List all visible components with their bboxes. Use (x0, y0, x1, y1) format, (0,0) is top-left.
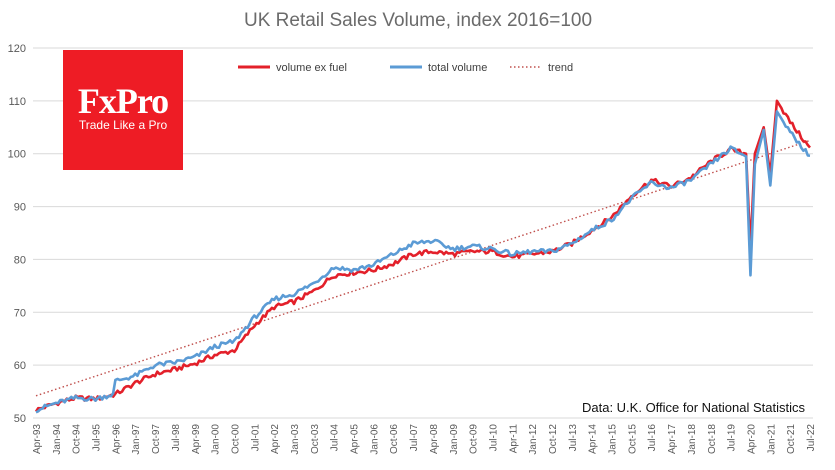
x-tick-label: Jan-97 (131, 424, 142, 455)
series-line-1 (35, 110, 811, 414)
x-tick-label: Oct-18 (707, 424, 718, 454)
x-axis-ticks: Apr-93 Jan-94 Oct-94 Jul-95 Apr-96 Jan-97 Oct-… (32, 424, 817, 455)
x-tick-label: Jan-94 (52, 424, 63, 455)
legend: volume ex fuel total volume trend (238, 62, 573, 74)
legend-label: total volume (428, 62, 487, 74)
x-tick-label: Jul-19 (727, 424, 738, 452)
source-note: Data: U.K. Office for National Statistic… (582, 400, 806, 415)
x-tick-label: Jan-12 (528, 424, 539, 455)
x-tick-label: Oct-03 (310, 424, 321, 454)
legend-label: volume ex fuel (276, 62, 347, 74)
x-tick-label: Jul-04 (330, 424, 341, 452)
x-tick-label: Apr-08 (429, 424, 440, 454)
x-tick-label: Apr-93 (32, 424, 43, 454)
legend-label: trend (548, 62, 573, 74)
x-tick-label: Jan-18 (687, 424, 698, 455)
x-tick-label: Jul-16 (647, 424, 658, 452)
y-tick-label: 120 (8, 43, 26, 55)
series-lines (34, 99, 811, 414)
y-tick-label: 50 (14, 413, 26, 425)
x-tick-label: Oct-09 (469, 424, 480, 454)
x-tick-label: Apr-14 (588, 424, 599, 454)
x-tick-label: Jul-10 (488, 424, 499, 452)
x-tick-label: Jan-21 (766, 424, 777, 455)
chart-title: UK Retail Sales Volume, index 2016=100 (244, 10, 592, 31)
x-tick-label: Oct-06 (389, 424, 400, 454)
x-tick-label: Jul-01 (250, 424, 261, 452)
x-tick-label: Jul-95 (92, 424, 103, 452)
x-tick-label: Apr-02 (270, 424, 281, 454)
y-tick-label: 100 (8, 149, 26, 161)
y-tick-label: 80 (14, 254, 26, 266)
logo-name: FxPro (77, 81, 169, 121)
x-tick-label: Apr-20 (746, 424, 757, 454)
x-tick-label: Apr-96 (111, 424, 122, 454)
x-tick-label: Apr-05 (350, 424, 361, 454)
y-tick-label: 60 (14, 360, 26, 372)
x-tick-label: Oct-21 (786, 424, 797, 454)
x-tick-label: Apr-17 (667, 424, 678, 454)
x-tick-label: Apr-11 (508, 424, 519, 454)
x-tick-label: Oct-00 (230, 424, 241, 454)
y-tick-label: 90 (14, 202, 26, 214)
x-tick-label: Jan-06 (369, 424, 380, 455)
y-axis-ticks: 50 60 70 80 90 100 110 120 (8, 43, 26, 425)
x-tick-label: Jan-15 (608, 424, 619, 455)
x-tick-label: Oct-94 (72, 424, 83, 454)
x-tick-label: Jan-09 (449, 424, 460, 455)
x-tick-label: Oct-12 (548, 424, 559, 454)
gridlines (33, 47, 813, 419)
x-tick-label: Oct-97 (151, 424, 162, 454)
x-tick-label: Jul-07 (409, 424, 420, 452)
x-tick-label: Jan-03 (290, 424, 301, 455)
x-tick-label: Jul-13 (568, 424, 579, 452)
logo-tagline: Trade Like a Pro (78, 118, 168, 132)
x-tick-label: Jan-00 (211, 424, 222, 455)
y-tick-label: 70 (14, 307, 26, 319)
x-tick-label: Jul-98 (171, 424, 182, 452)
y-tick-label: 110 (8, 96, 26, 108)
x-tick-label: Apr-99 (191, 424, 202, 454)
x-tick-label: Jul-22 (806, 424, 817, 452)
fxpro-logo: FxPro Trade Like a Pro (63, 50, 183, 170)
x-tick-label: Oct-15 (627, 424, 638, 454)
